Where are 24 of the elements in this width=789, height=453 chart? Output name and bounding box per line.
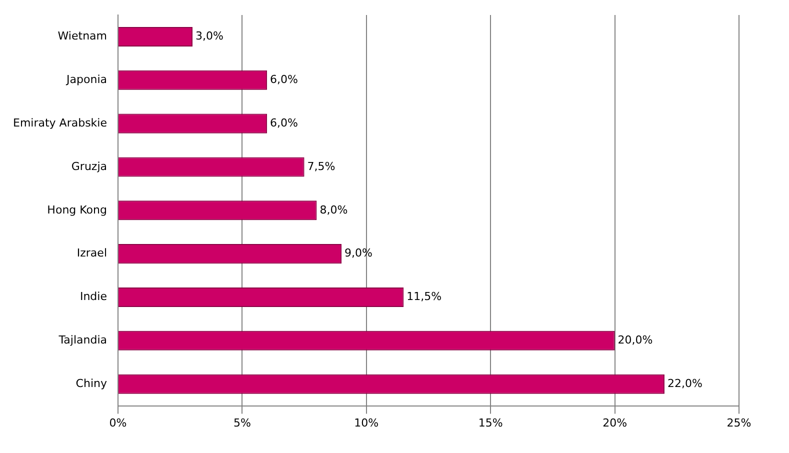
y-tick-label: Tajlandia [58, 334, 107, 347]
data-label: 20,0% [618, 334, 653, 347]
y-tick-label: Hong Kong [47, 203, 107, 216]
data-label: 22,0% [667, 376, 702, 390]
x-tick-label: 25% [726, 416, 752, 430]
x-tick-label: 0% [109, 416, 127, 430]
x-tick-label: 15% [478, 416, 503, 430]
y-tick-label: Indie [80, 290, 108, 304]
x-tick-label: 20% [602, 416, 628, 430]
x-tick-label: 10% [354, 416, 379, 430]
data-label: 9,0% [344, 246, 373, 260]
y-tick-label: Wietnam [58, 30, 107, 43]
y-tick-label: Izrael [76, 246, 107, 260]
data-label: 11,5% [406, 290, 442, 304]
data-label: 8,0% [320, 203, 348, 216]
y-tick-label: Emiraty Arabskie [13, 116, 108, 130]
data-label: 6,0% [270, 72, 298, 86]
y-tick-label: Gruzja [71, 160, 107, 173]
data-label: 7,5% [307, 160, 336, 173]
data-label: 6,0% [270, 116, 298, 130]
y-tick-label: Japonia [66, 72, 107, 86]
y-tick-label: Chiny [76, 376, 108, 390]
data-label: 3,0% [196, 30, 224, 43]
x-tick-label: 5% [233, 416, 251, 430]
